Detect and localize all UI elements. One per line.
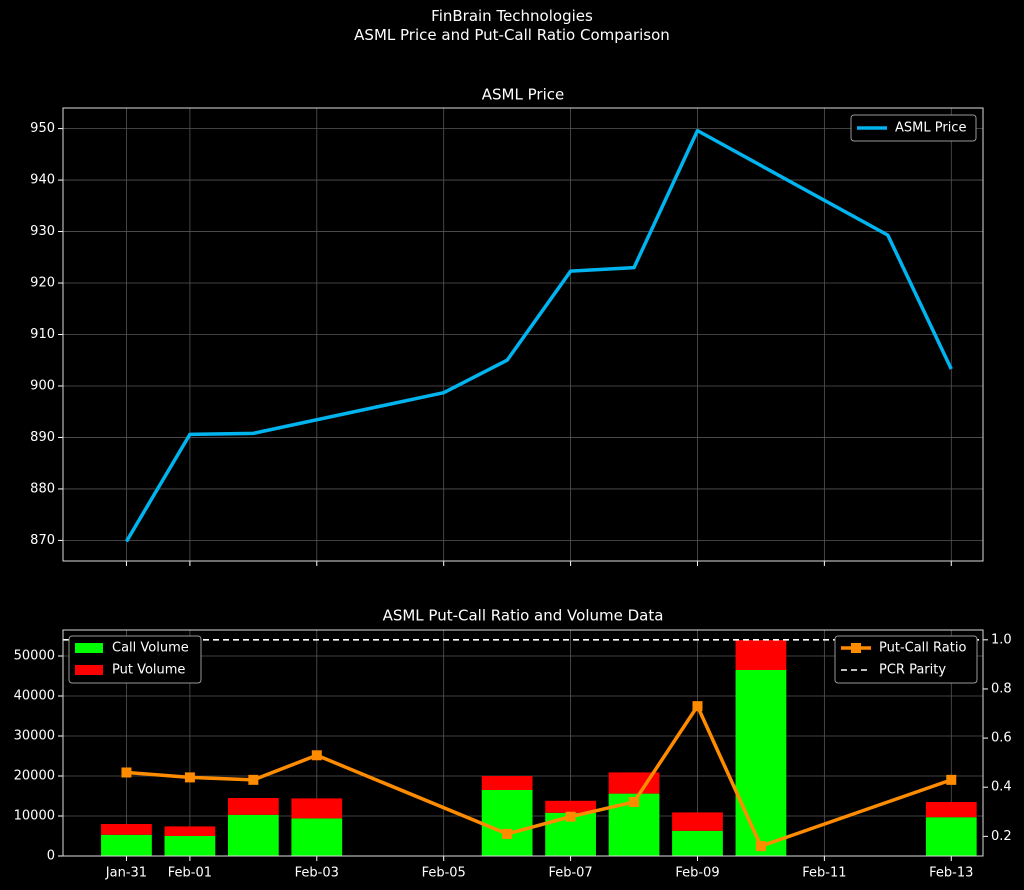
volume-x-tick-label: Feb-13 xyxy=(929,866,973,881)
call-volume-bar xyxy=(672,830,723,856)
pcr-y-tick-label: 0.4 xyxy=(991,780,1012,795)
volume-x-tick-label: Feb-05 xyxy=(422,866,466,881)
price-y-tick-label: 890 xyxy=(30,430,55,445)
put-volume-bar xyxy=(672,812,723,831)
parity-legend-label: PCR Parity xyxy=(879,663,946,678)
price-y-tick-label: 880 xyxy=(30,481,55,496)
volume-x-tick-label: Feb-01 xyxy=(168,866,212,881)
call-volume-bar xyxy=(164,836,216,856)
put-call-ratio-marker xyxy=(184,772,195,783)
figure-suptitle-line2: ASML Price and Put-Call Ratio Comparison xyxy=(354,26,670,44)
put-call-ratio-marker xyxy=(755,841,766,852)
price-chart-title: ASML Price xyxy=(482,86,564,104)
put-volume-bar xyxy=(925,802,977,818)
put-volume-bar xyxy=(227,798,279,815)
price-y-tick-label: 950 xyxy=(30,121,55,136)
volume-y-tick-label: 50000 xyxy=(14,649,55,664)
price-y-tick-label: 940 xyxy=(30,173,55,188)
put-call-ratio-marker xyxy=(692,701,703,712)
pcr-y-tick-label: 0.8 xyxy=(991,681,1012,696)
call-volume-bar xyxy=(227,814,279,856)
call-volume-bar xyxy=(481,790,533,856)
pcr-y-tick-label: 0.2 xyxy=(991,829,1012,844)
price-plot-frame xyxy=(62,107,984,562)
put-volume-bar xyxy=(481,776,533,790)
put-call-ratio-marker xyxy=(502,828,513,839)
call-volume-bar xyxy=(291,818,343,856)
call-volume-legend-label: Call Volume xyxy=(112,641,189,656)
figure-suptitle-line1: FinBrain Technologies xyxy=(431,7,593,25)
pcr-legend-marker xyxy=(851,643,861,653)
call-volume-bar xyxy=(735,670,787,856)
volume-y-tick-label: 40000 xyxy=(14,689,55,704)
price-y-tick-label: 870 xyxy=(30,533,55,548)
put-call-ratio-marker xyxy=(121,767,132,778)
put-call-ratio-marker xyxy=(629,796,640,807)
price-y-tick-label: 900 xyxy=(30,378,55,393)
volume-y-tick-label: 30000 xyxy=(14,729,55,744)
volume-plot-frame xyxy=(62,629,984,857)
volume-y-tick-label: 20000 xyxy=(14,769,55,784)
asml-price-line xyxy=(124,128,953,543)
pcr-y-tick-label: 1.0 xyxy=(991,632,1012,647)
put-call-ratio-marker xyxy=(248,774,259,785)
volume-x-tick-label: Feb-03 xyxy=(295,866,339,881)
price-y-tick-label: 920 xyxy=(30,276,55,291)
put-volume-legend-label: Put Volume xyxy=(112,663,185,678)
call-volume-bar xyxy=(101,834,152,856)
price-y-tick-label: 910 xyxy=(30,327,55,342)
pcr-y-tick-label: 0.6 xyxy=(991,731,1012,746)
put-volume-bar xyxy=(101,824,152,835)
volume-y-tick-label: 10000 xyxy=(14,809,55,824)
volume-chart-title: ASML Put-Call Ratio and Volume Data xyxy=(383,607,664,625)
put-call-ratio-line xyxy=(126,704,952,848)
call-volume-bar xyxy=(925,817,977,856)
put-call-ratio-marker xyxy=(311,750,322,761)
price-legend-label: ASML Price xyxy=(895,121,966,136)
volume-x-tick-label: Jan-31 xyxy=(105,866,147,881)
put-volume-bar xyxy=(545,800,596,813)
volume-x-tick-label: Feb-09 xyxy=(675,866,719,881)
volume-x-tick-label: Feb-11 xyxy=(802,866,846,881)
price-y-tick-label: 930 xyxy=(30,224,55,239)
put-volume-bar xyxy=(164,826,216,836)
call-volume-legend-swatch xyxy=(75,643,103,653)
put-volume-legend-swatch xyxy=(75,665,103,675)
put-volume-bar xyxy=(735,640,787,670)
put-volume-bar xyxy=(291,798,343,819)
volume-x-tick-label: Feb-07 xyxy=(548,866,592,881)
put-volume-bar xyxy=(608,772,660,794)
volume-y-tick-label: 0 xyxy=(47,849,55,864)
pcr-legend-label: Put-Call Ratio xyxy=(879,641,966,656)
put-call-ratio-marker xyxy=(946,774,957,785)
put-call-ratio-marker xyxy=(565,811,576,822)
price-legend-box xyxy=(850,114,977,142)
